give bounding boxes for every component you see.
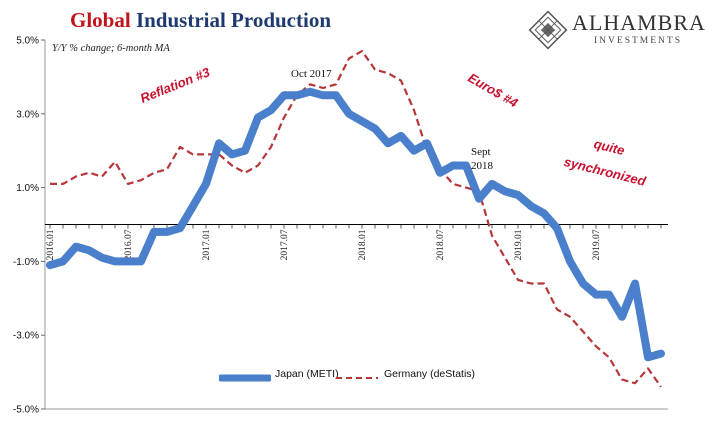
x-tick-label: 2017.01	[202, 229, 212, 260]
annotation-oct-2017: Oct 2017	[291, 68, 332, 80]
title-rest: Industrial Production	[135, 8, 332, 32]
chart-title: Global Industrial Production	[70, 8, 331, 33]
y-tick-label: -5.0%	[13, 405, 39, 416]
y-tick-label: -3.0%	[13, 331, 39, 342]
y-tick-label: 5.0%	[16, 36, 39, 47]
alhambra-logo: ALHAMBRA INVESTMENTS	[528, 10, 705, 50]
legend-swatch-japan	[219, 374, 271, 382]
x-tick-label: 2017.07	[280, 229, 290, 260]
annotation-sept: Sept	[471, 146, 491, 158]
logo-subtitle: INVESTMENTS	[594, 36, 682, 46]
x-tick-label: 2016.01	[46, 229, 56, 260]
x-tick-label: 2018.07	[436, 229, 446, 260]
diamond-logo-icon	[528, 10, 568, 50]
y-tick-label: 1.0%	[16, 183, 39, 194]
x-tick-label: 2019.01	[514, 229, 524, 260]
chart-subtitle: Y/Y % change; 6-month MA	[52, 43, 170, 54]
legend-label-germany: Germany (deStatis)	[384, 368, 476, 380]
x-tick-label: 2018.01	[358, 229, 368, 260]
x-tick-label: 2019.07	[592, 229, 602, 260]
logo-name: ALHAMBRA	[572, 10, 705, 35]
series-line-japan	[46, 87, 665, 362]
title-global: Global	[70, 8, 131, 32]
x-tick-label: 2016.07	[124, 229, 134, 260]
y-tick-label: -1.0%	[13, 257, 39, 268]
series-line-germany	[50, 49, 662, 388]
annotation-2018: 2018	[471, 160, 493, 172]
y-tick-label: 3.0%	[16, 109, 39, 120]
legend-label-japan: Japan (METI)	[275, 368, 339, 380]
legend-swatch-germany	[336, 377, 378, 379]
